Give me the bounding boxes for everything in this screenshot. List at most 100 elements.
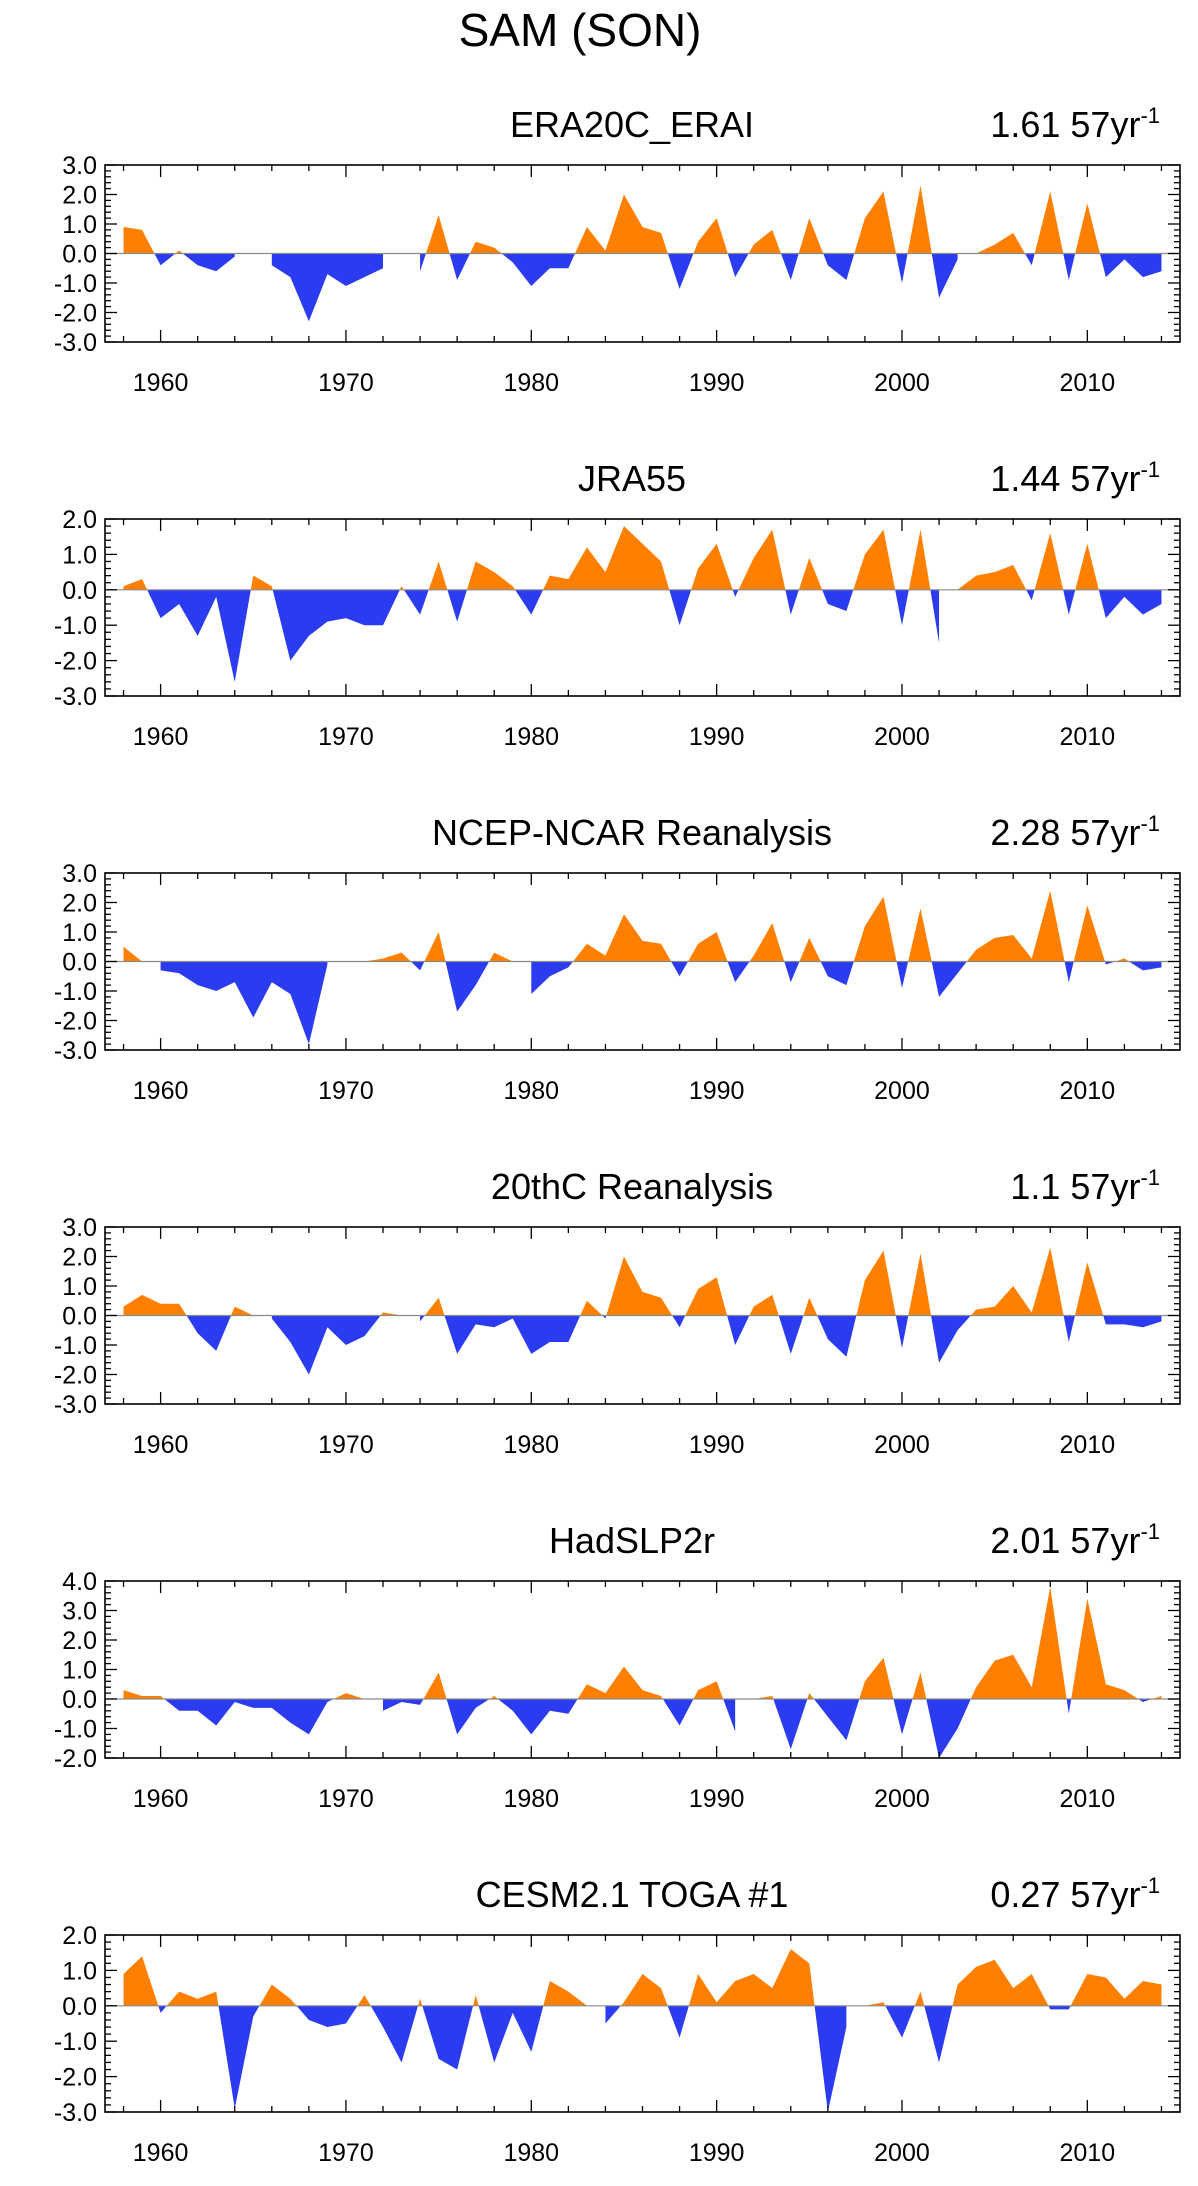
x-tick-label: 1970 xyxy=(318,723,374,751)
x-tick-label: 1990 xyxy=(689,723,745,751)
positive-area-11 xyxy=(908,529,931,590)
positive-area-10 xyxy=(853,529,896,590)
positive-area-1 xyxy=(123,1294,187,1316)
y-tick-label: 1.0 xyxy=(62,1273,97,1301)
negative-area-14 xyxy=(1098,589,1162,619)
panel-title: CESM2.1 TOGA #1 xyxy=(476,1874,789,1915)
positive-area-11 xyxy=(908,1253,932,1316)
negative-area-4 xyxy=(497,1699,578,1735)
negative-area-7 xyxy=(732,589,739,597)
positive-area-13 xyxy=(1070,1973,1162,2006)
positive-area-1 xyxy=(123,579,148,590)
x-tick-label: 1980 xyxy=(503,369,559,397)
trend-label: 1.44 57yr-1 xyxy=(990,457,1160,499)
x-tick-label: 1970 xyxy=(318,1785,374,1813)
negative-area-13 xyxy=(1063,589,1076,615)
positive-area-1 xyxy=(123,1690,165,1699)
positive-area-5 xyxy=(418,1998,423,2006)
positive-area-7 xyxy=(685,1277,728,1316)
x-tick-label: 1980 xyxy=(503,1785,559,1813)
y-tick-label: -2.0 xyxy=(54,1362,97,1390)
negative-area-12 xyxy=(1048,2005,1071,2010)
trend-value: 0.27 57yr xyxy=(990,1874,1140,1915)
trend-exponent: -1 xyxy=(1140,1519,1160,1544)
panel-title: ERA20C_ERAI xyxy=(510,104,754,145)
positive-area-3 xyxy=(259,1984,297,2006)
negative-area-13 xyxy=(1129,961,1162,971)
negative-area-8 xyxy=(727,253,749,278)
x-tick-label: 2000 xyxy=(874,1431,930,1459)
positive-area-10 xyxy=(912,1672,927,1699)
negative-area-11 xyxy=(930,589,940,643)
x-tick-label: 1990 xyxy=(689,369,745,397)
trend-exponent: -1 xyxy=(1140,103,1160,128)
negative-area-1 xyxy=(158,2005,167,2013)
y-tick-label: 0.0 xyxy=(62,1686,97,1714)
chart-panel-3: NCEP-NCAR Reanalysis 2.28 57yr-1 3.02.01.0… xyxy=(54,811,1181,1105)
trend-exponent: -1 xyxy=(1140,1165,1160,1190)
negative-area-12 xyxy=(1063,1315,1075,1343)
x-tick-label: 2000 xyxy=(874,1077,930,1105)
positive-area-13 xyxy=(1034,533,1064,590)
x-tick-label: 1970 xyxy=(318,1077,374,1105)
y-tick-label: -3.0 xyxy=(54,2099,97,2127)
negative-area-5 xyxy=(449,253,470,281)
y-tick-label: -2.0 xyxy=(54,1008,97,1036)
y-tick-label: -2.0 xyxy=(54,2064,97,2092)
negative-area-12 xyxy=(931,253,958,298)
positive-area-13 xyxy=(1152,1696,1162,1699)
y-tick-label: 0.0 xyxy=(62,241,97,269)
positive-area-2 xyxy=(175,250,183,254)
chart-panel-4: 20thC Reanalysis 1.1 57yr-13.02.01.00.0-1… xyxy=(54,1165,1181,1459)
negative-area-5 xyxy=(671,961,688,977)
positive-area-4 xyxy=(489,1696,498,1699)
negative-area-2 xyxy=(218,2005,260,2109)
positive-area-6 xyxy=(473,1995,479,2006)
panel-title: NCEP-NCAR Reanalysis xyxy=(432,812,832,853)
negative-area-6 xyxy=(478,2005,544,2063)
positive-area-2 xyxy=(250,575,273,590)
negative-area-4 xyxy=(531,961,573,994)
trend-label: 0.27 57yr-1 xyxy=(990,1873,1160,1915)
y-tick-label: 1.0 xyxy=(62,1957,97,1985)
y-tick-label: -3.0 xyxy=(54,329,97,357)
positive-area-8 xyxy=(807,1693,814,1699)
trend-label: 1.61 57yr-1 xyxy=(990,103,1160,145)
negative-area-6 xyxy=(727,961,750,983)
panel-title: JRA55 xyxy=(578,458,686,499)
x-tick-label: 2010 xyxy=(1060,2139,1116,2167)
negative-area-2 xyxy=(272,589,400,661)
positive-area-6 xyxy=(693,1681,724,1699)
positive-area-6 xyxy=(687,932,728,962)
negative-area-5 xyxy=(602,1315,607,1319)
positive-area-5 xyxy=(466,561,516,590)
trend-label: 1.1 57yr-1 xyxy=(1010,1165,1160,1207)
negative-area-4 xyxy=(420,253,426,272)
positive-area-10 xyxy=(798,218,824,254)
y-tick-label: 1.0 xyxy=(62,919,97,947)
trend-value: 2.01 57yr xyxy=(990,1520,1140,1561)
negative-area-8 xyxy=(778,1315,804,1354)
x-tick-label: 1970 xyxy=(318,369,374,397)
positive-area-4 xyxy=(424,1297,445,1316)
y-tick-label: 2.0 xyxy=(62,1922,97,1950)
positive-area-12 xyxy=(970,1247,1064,1316)
y-tick-label: 3.0 xyxy=(62,1214,97,1242)
positive-area-9 xyxy=(688,1949,815,2006)
y-tick-label: -2.0 xyxy=(54,300,97,328)
positive-area-9 xyxy=(859,1657,894,1699)
negative-area-3 xyxy=(403,589,429,615)
positive-area-10 xyxy=(908,908,932,962)
negative-area-13 xyxy=(1103,1315,1162,1328)
positive-area-4 xyxy=(357,1995,371,2006)
negative-area-12 xyxy=(1138,1699,1153,1702)
panel-title: HadSLP2r xyxy=(549,1520,715,1561)
negative-area-1 xyxy=(186,1315,232,1351)
x-tick-label: 2000 xyxy=(874,723,930,751)
negative-area-10 xyxy=(931,961,967,997)
y-tick-label: 1.0 xyxy=(62,211,97,239)
negative-area-15 xyxy=(1099,253,1162,278)
y-tick-label: 1.0 xyxy=(62,1657,97,1685)
trend-exponent: -1 xyxy=(1140,457,1160,482)
negative-area-8 xyxy=(813,1699,860,1741)
